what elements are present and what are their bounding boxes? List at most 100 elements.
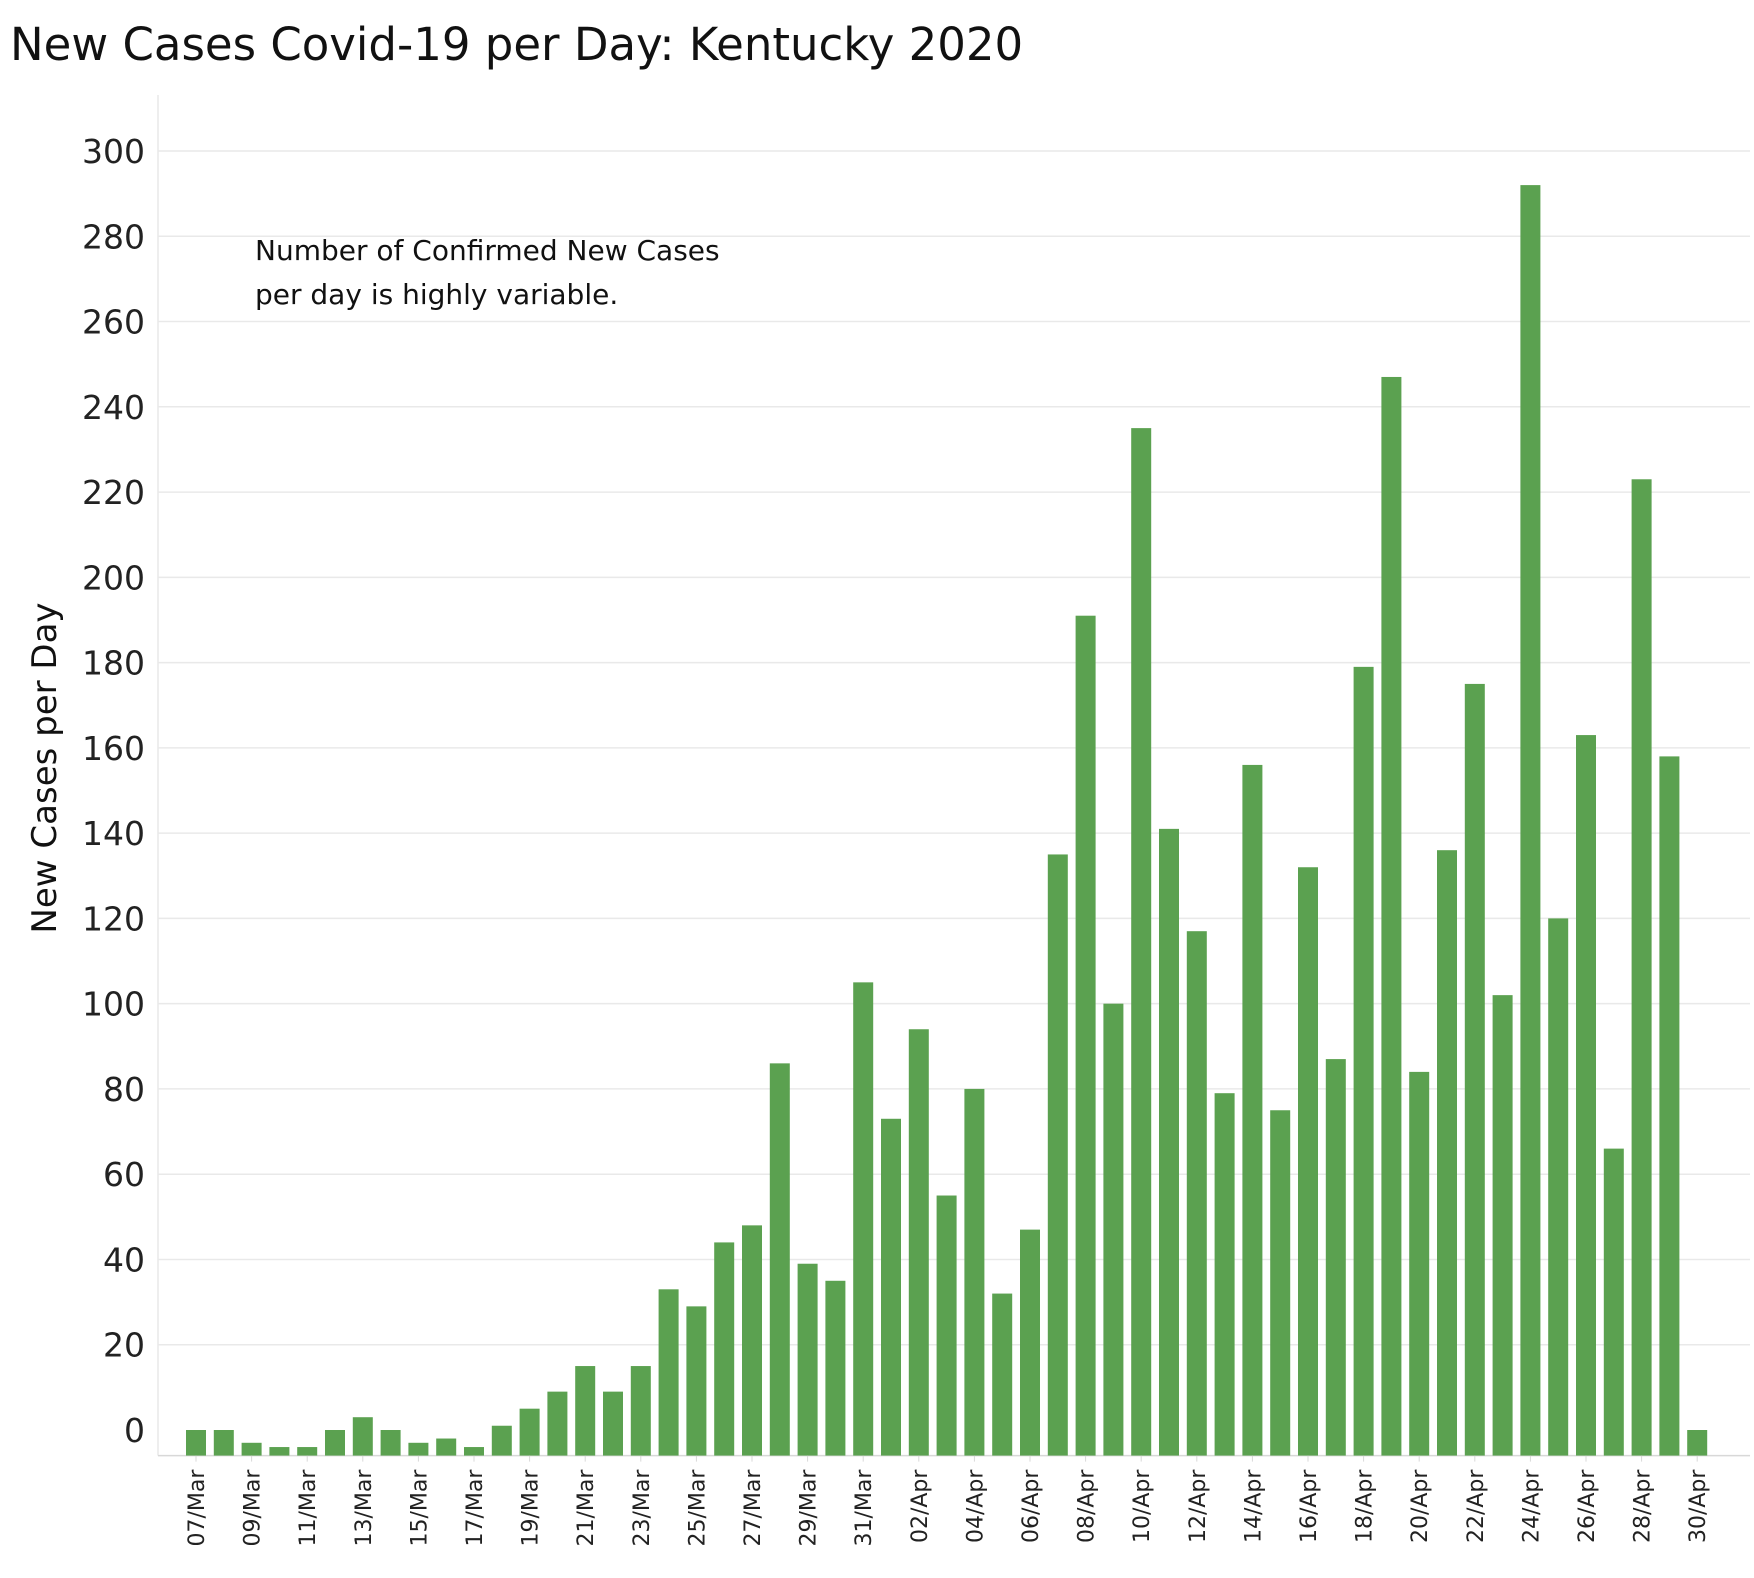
bar-22/Apr bbox=[1464, 683, 1485, 1456]
bar-15/Apr bbox=[1270, 1110, 1291, 1456]
bar-19/Mar bbox=[519, 1408, 540, 1456]
x-tick-label: 21/Mar bbox=[574, 1469, 599, 1547]
bar-02/Apr bbox=[908, 1029, 929, 1456]
x-tick-label: 14/Apr bbox=[1241, 1469, 1266, 1543]
annotation-line-1: Number of Confirmed New Cases bbox=[255, 234, 720, 267]
y-tick-label: 200 bbox=[82, 558, 145, 597]
bar-25/Apr bbox=[1548, 918, 1569, 1456]
y-tick-label: 240 bbox=[82, 388, 145, 427]
x-tick-label: 10/Apr bbox=[1130, 1469, 1155, 1543]
x-tick-label: 13/Mar bbox=[352, 1469, 377, 1547]
bar-07/Mar bbox=[186, 1430, 206, 1456]
y-tick-label: 260 bbox=[82, 303, 145, 342]
bar-16/Mar bbox=[436, 1438, 457, 1456]
y-tick-label: 180 bbox=[82, 644, 145, 683]
y-axis-label: New Cases per Day bbox=[25, 602, 65, 933]
bar-18/Apr bbox=[1353, 666, 1374, 1456]
x-tick-label: 12/Apr bbox=[1186, 1469, 1211, 1543]
x-tick-label: 11/Mar bbox=[296, 1469, 321, 1547]
bar-30/Mar bbox=[825, 1280, 846, 1456]
x-tick-label: 29/Mar bbox=[797, 1469, 822, 1547]
bar-19/Apr bbox=[1381, 376, 1402, 1456]
y-tick-label: 20 bbox=[103, 1326, 145, 1365]
annotation-line-2: per day is highly variable. bbox=[255, 278, 618, 311]
bar-09/Apr bbox=[1103, 1003, 1124, 1456]
x-tick-label: 02/Apr bbox=[908, 1469, 933, 1543]
bar-06/Apr bbox=[1020, 1229, 1040, 1456]
bar-23/Mar bbox=[630, 1366, 651, 1456]
x-tick-label: 25/Mar bbox=[685, 1469, 710, 1547]
bar-10/Apr bbox=[1131, 428, 1152, 1456]
y-tick-label: 80 bbox=[103, 1070, 145, 1109]
x-tick-label: 09/Mar bbox=[241, 1469, 266, 1547]
x-tick-label: 17/Mar bbox=[463, 1469, 488, 1547]
bar-27/Apr bbox=[1603, 1148, 1624, 1456]
bar-18/Mar bbox=[491, 1425, 512, 1456]
y-tick-label: 40 bbox=[103, 1240, 145, 1279]
bar-29/Mar bbox=[797, 1263, 818, 1456]
bar-28/Apr bbox=[1631, 479, 1652, 1456]
bar-27/Mar bbox=[742, 1225, 762, 1456]
bar-11/Apr bbox=[1159, 828, 1179, 1456]
x-tick-label: 16/Apr bbox=[1297, 1469, 1322, 1543]
bar-25/Mar bbox=[686, 1306, 707, 1456]
bar-16/Apr bbox=[1298, 867, 1318, 1456]
y-axis-ticks: 0 20 40 60 80 100 120 140 160 180 200 220 240 260 280 3… bbox=[82, 132, 145, 1450]
bar-11/Mar bbox=[297, 1447, 318, 1456]
bar-08/Mar bbox=[213, 1430, 234, 1456]
bar-01/Apr bbox=[881, 1118, 901, 1456]
x-tick-label: 15/Mar bbox=[407, 1469, 432, 1547]
x-tick-label: 31/Mar bbox=[852, 1469, 877, 1547]
bar-26/Mar bbox=[714, 1242, 735, 1456]
bar-13/Mar bbox=[352, 1417, 373, 1456]
bar-23/Apr bbox=[1492, 995, 1513, 1456]
x-tick-label: 23/Mar bbox=[630, 1469, 655, 1547]
x-tick-label: 08/Apr bbox=[1075, 1469, 1100, 1543]
y-tick-label: 280 bbox=[82, 217, 145, 256]
bar-24/Mar bbox=[658, 1289, 679, 1456]
bar-10/Mar bbox=[269, 1447, 290, 1456]
bar-05/Apr bbox=[992, 1293, 1013, 1456]
gridlines bbox=[157, 95, 1750, 1457]
bar-24/Apr bbox=[1520, 185, 1541, 1456]
x-tick-label: 27/Mar bbox=[741, 1469, 766, 1547]
x-tick-label: 20/Apr bbox=[1408, 1469, 1433, 1543]
bar-30/Apr bbox=[1687, 1430, 1708, 1456]
bar-21/Mar bbox=[575, 1366, 596, 1456]
bar-21/Apr bbox=[1437, 850, 1457, 1456]
x-tick-label: 28/Apr bbox=[1631, 1469, 1656, 1543]
bar-07/Apr bbox=[1047, 854, 1068, 1456]
bar-15/Mar bbox=[408, 1442, 429, 1456]
x-tick-label: 30/Apr bbox=[1686, 1469, 1711, 1543]
y-tick-label: 300 bbox=[82, 132, 145, 171]
bar-14/Mar bbox=[380, 1430, 401, 1456]
x-tick-label: 19/Mar bbox=[519, 1469, 544, 1547]
y-tick-label: 220 bbox=[82, 473, 145, 512]
y-tick-label: 120 bbox=[82, 899, 145, 938]
x-tick-label: 24/Apr bbox=[1519, 1469, 1544, 1543]
bar-08/Apr bbox=[1075, 615, 1096, 1456]
bar-12/Apr bbox=[1186, 931, 1207, 1456]
y-tick-label: 60 bbox=[103, 1155, 145, 1194]
bar-09/Mar bbox=[241, 1442, 262, 1456]
bar-17/Mar bbox=[464, 1447, 484, 1456]
bar-31/Mar bbox=[853, 982, 874, 1456]
bars bbox=[186, 185, 1708, 1456]
bar-17/Apr bbox=[1325, 1059, 1346, 1456]
x-tick-label: 04/Apr bbox=[963, 1469, 988, 1543]
bar-29/Apr bbox=[1659, 756, 1680, 1456]
bar-28/Mar bbox=[769, 1063, 790, 1456]
bar-14/Apr bbox=[1242, 764, 1263, 1456]
bar-04/Apr bbox=[964, 1088, 985, 1456]
x-tick-label: 26/Apr bbox=[1575, 1469, 1600, 1543]
bar-12/Mar bbox=[325, 1430, 345, 1456]
chart-title: New Cases Covid-19 per Day: Kentucky 202… bbox=[10, 18, 1024, 71]
x-tick-label: 07/Mar bbox=[185, 1469, 210, 1547]
y-tick-label: 140 bbox=[82, 814, 145, 853]
bar-03/Apr bbox=[936, 1195, 957, 1456]
x-axis-ticks: 07/Mar 09/Mar 11/Mar 13/Mar 15/Mar 17/Mar 19/M… bbox=[185, 1455, 1711, 1547]
bar-22/Mar bbox=[603, 1391, 623, 1456]
bar-13/Apr bbox=[1214, 1093, 1235, 1456]
bar-20/Mar bbox=[547, 1391, 568, 1456]
x-tick-label: 06/Apr bbox=[1019, 1469, 1044, 1543]
